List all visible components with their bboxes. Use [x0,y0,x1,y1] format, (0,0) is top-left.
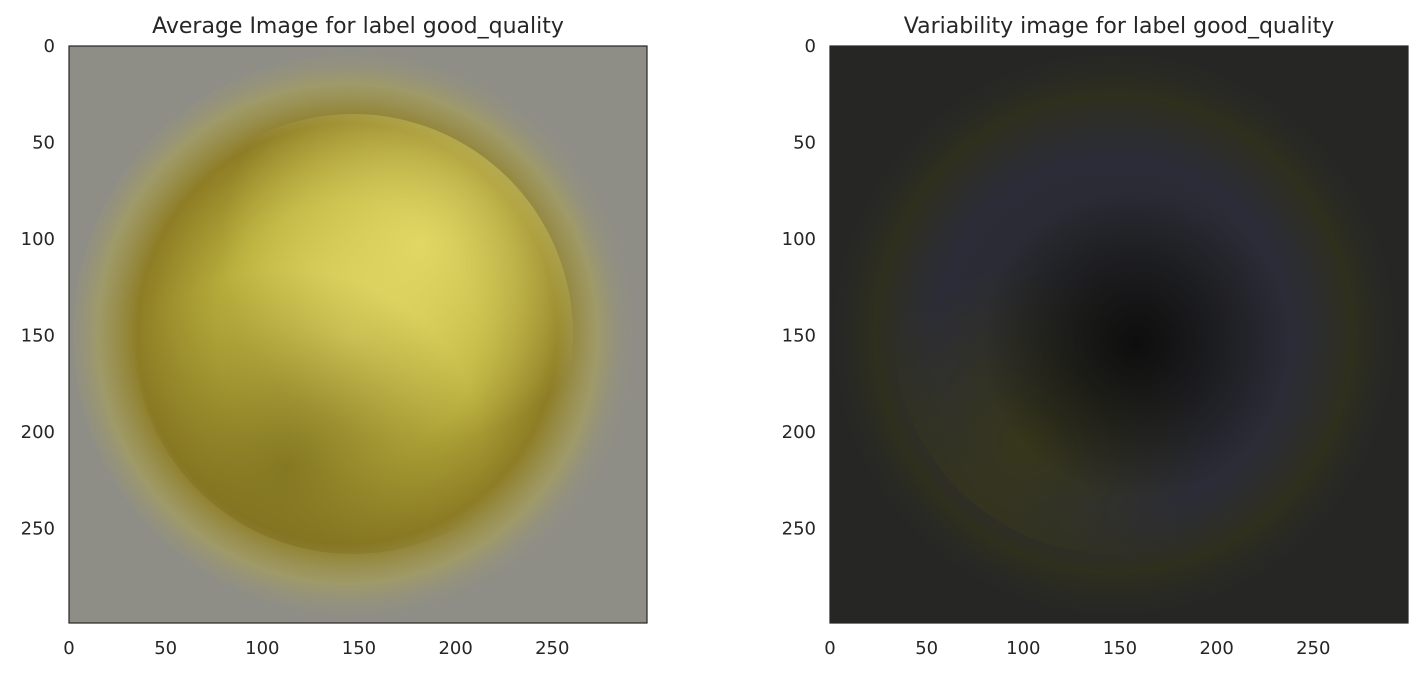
variability-image-title: Variability image for label good_quality [904,14,1334,39]
average-image-frame [68,45,648,624]
variability-x-tick-label: 0 [824,638,835,659]
average-x-tick-label: 100 [245,638,279,659]
variability-y-tick-label: 200 [782,422,816,443]
average-x-tick-label: 200 [438,638,472,659]
average-image-title: Average Image for label good_quality [152,14,564,39]
variability-y-tick-label: 100 [782,229,816,250]
average-y-tick-label: 200 [21,422,55,443]
average-image [69,46,647,623]
variability-y-tick-label: 250 [782,518,816,539]
variability-y-tick-label: 0 [805,36,816,57]
variability-image-frame [829,45,1409,624]
variability-y-tick-label: 150 [782,325,816,346]
average-x-tick-label: 0 [63,638,74,659]
variability-image [830,46,1408,623]
variability-x-tick-label: 50 [915,638,938,659]
variability-x-tick-label: 100 [1006,638,1040,659]
variability-x-tick-label: 150 [1103,638,1137,659]
average-y-tick-label: 250 [21,518,55,539]
average-y-tick-label: 0 [44,36,55,57]
average-y-tick-label: 150 [21,325,55,346]
variability-x-ticks: 0 50 100 150 200 250 [824,638,1330,659]
average-x-ticks: 0 50 100 150 200 250 [63,638,569,659]
variability-x-tick-label: 200 [1199,638,1233,659]
average-y-tick-label: 50 [32,132,55,153]
average-image-panel: Average Image for label good_quality 0 50… [21,14,648,659]
variability-y-tick-label: 50 [793,132,816,153]
average-x-tick-label: 250 [535,638,569,659]
variability-image-panel: Variability image for label good_quality… [782,14,1409,659]
average-x-tick-label: 50 [154,638,177,659]
average-y-tick-label: 100 [21,229,55,250]
variability-y-ticks: 0 50 100 150 200 250 [782,36,816,539]
average-y-ticks: 0 50 100 150 200 250 [21,36,55,539]
variability-x-tick-label: 250 [1296,638,1330,659]
average-x-tick-label: 150 [342,638,376,659]
